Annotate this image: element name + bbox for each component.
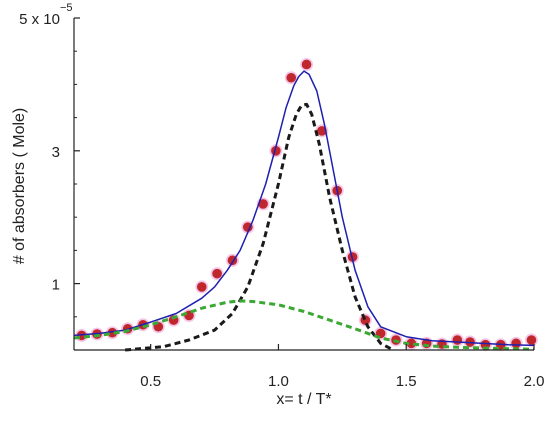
data-point: [511, 338, 521, 349]
data-point: [301, 59, 312, 70]
data-point: [317, 126, 327, 136]
data-points: [75, 57, 538, 352]
data-point: [452, 335, 463, 345]
data-point: [526, 335, 537, 345]
dashed-component-curve: [73, 299, 535, 351]
y-exponent-label: −5: [60, 2, 73, 14]
x-tick-label: 1.5: [396, 373, 417, 390]
y-tick-label: 1: [52, 277, 60, 294]
data-point: [196, 282, 207, 292]
x-axis-label: x= t / T*: [276, 391, 331, 408]
y-axis-label: # of absorbers ( Mole): [11, 108, 28, 265]
data-point: [258, 199, 268, 209]
data-point: [242, 222, 253, 232]
y-ticks: 1 3 5 x 10: [19, 11, 80, 318]
y-tick-label: 3: [52, 144, 60, 161]
x-tick-label: 2.0: [524, 373, 545, 390]
x-tick-label: 1.0: [268, 373, 289, 390]
plot-area: [73, 57, 538, 352]
x-ticks: 0.5 1.0 1.5 2.0: [140, 344, 544, 390]
dashed-component-curve: [124, 102, 395, 352]
data-point: [286, 72, 297, 83]
data-point: [406, 338, 417, 349]
y-tick-label: 5 x 10: [19, 11, 60, 28]
fit-curve: [73, 70, 535, 347]
data-point: [212, 268, 222, 279]
x-tick-label: 0.5: [140, 373, 161, 390]
